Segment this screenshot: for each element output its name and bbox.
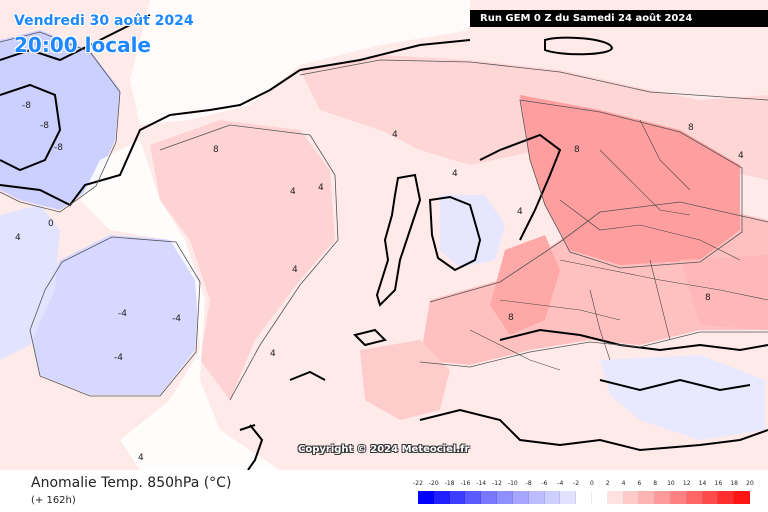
forecast-lead-time: (+ 162h) bbox=[31, 495, 76, 506]
map-canvas: -8 -8 -8 0 4 8 4 4 8 4 4 -4 -4 -4 4 4 8 … bbox=[0, 0, 768, 470]
legend-label: 16 bbox=[714, 480, 723, 487]
contour-lines bbox=[0, 31, 768, 401]
map-title: Anomalie Temp. 850hPa (°C) bbox=[31, 475, 232, 491]
legend-swatch bbox=[623, 491, 640, 504]
contour-label: 4 bbox=[392, 130, 398, 140]
contour-label: 4 bbox=[290, 187, 296, 197]
legend-label: 12 bbox=[682, 480, 691, 487]
legend-swatch bbox=[607, 491, 624, 504]
contour-label: 8 bbox=[574, 145, 580, 155]
legend-label: 10 bbox=[667, 480, 675, 487]
legend-swatch bbox=[671, 491, 687, 504]
legend-label: 20 bbox=[746, 480, 754, 487]
legend-swatch bbox=[576, 491, 592, 504]
neutral-band-north bbox=[130, 0, 470, 125]
forecast-time: 20:00 locale bbox=[14, 33, 151, 57]
neutral-band bbox=[80, 140, 280, 470]
legend-swatch bbox=[655, 491, 671, 504]
warm-region-north-atlantic bbox=[150, 120, 335, 400]
legend-label: -16 bbox=[460, 480, 471, 487]
warm-region-central-europe bbox=[490, 235, 560, 335]
legend-label: 8 bbox=[653, 480, 658, 487]
legend-swatch bbox=[560, 491, 577, 504]
contour-label: 8 bbox=[508, 313, 514, 323]
cold-region-west bbox=[0, 205, 60, 360]
legend-bar bbox=[418, 491, 751, 504]
cold-region-uk bbox=[440, 195, 505, 268]
legend-label: 18 bbox=[730, 480, 739, 487]
contour-label: 4 bbox=[738, 151, 744, 161]
contour-label: 8 bbox=[213, 145, 219, 155]
legend-label: -10 bbox=[507, 480, 518, 487]
legend-label: 0 bbox=[589, 480, 594, 487]
legend-label: -14 bbox=[476, 480, 487, 487]
copyright-notice: Copyright © 2024 Meteociel.fr bbox=[298, 444, 470, 455]
legend-label: -22 bbox=[413, 480, 423, 487]
legend-swatch bbox=[686, 491, 703, 504]
color-legend: -22 -20 -18 -16 -14 -12 -10 -8 -6 -4 -2 0 2 4 6 8 10 12 14… bbox=[413, 480, 754, 504]
model-run-banner: Run GEM 0 Z du Samedi 24 août 2024 bbox=[470, 10, 768, 27]
legend-labels: -22 -20 -18 -16 -14 -12 -10 -8 -6 -4 -2 0 2 4 6 8 10 12 14… bbox=[413, 480, 754, 490]
legend-swatch bbox=[591, 491, 608, 504]
cold-region-atlantic bbox=[30, 235, 200, 395]
legend-label: 4 bbox=[621, 480, 626, 487]
contour-label: -4 bbox=[172, 314, 181, 324]
contour-label: 4 bbox=[270, 349, 276, 359]
legend-swatch bbox=[497, 491, 513, 504]
legend-swatch bbox=[702, 491, 719, 504]
legend-swatch bbox=[639, 491, 656, 504]
footer: Anomalie Temp. 850hPa (°C) (+ 162h) -22-… bbox=[0, 470, 768, 512]
forecast-date: Vendredi 30 août 2024 bbox=[14, 13, 194, 29]
legend-swatch bbox=[433, 491, 450, 504]
legend-swatch bbox=[734, 491, 751, 504]
cold-region-mediterranean bbox=[600, 355, 765, 440]
contour-label: -8 bbox=[22, 101, 31, 111]
contour-label: 4 bbox=[452, 169, 458, 179]
legend-label: -8 bbox=[525, 480, 532, 487]
legend-label: -6 bbox=[541, 480, 548, 487]
contour-label: 4 bbox=[15, 233, 21, 243]
coastlines bbox=[0, 14, 768, 470]
legend-label: 6 bbox=[637, 480, 642, 487]
warm-region-iberia bbox=[360, 340, 450, 420]
weather-map: -8 -8 -8 0 4 8 4 4 8 4 4 -4 -4 -4 4 4 8 … bbox=[0, 0, 768, 470]
legend-swatch bbox=[481, 491, 498, 504]
legend-label: -12 bbox=[492, 480, 502, 487]
legend-swatch bbox=[465, 491, 482, 504]
legend-label: -20 bbox=[428, 480, 439, 487]
contour-label: 4 bbox=[318, 183, 324, 193]
contour-label: -8 bbox=[40, 121, 49, 131]
contour-labels: -8 -8 -8 0 4 8 4 4 8 4 4 -4 -4 -4 4 4 8 … bbox=[15, 101, 744, 463]
contour-label: -8 bbox=[54, 143, 63, 153]
legend-label: -2 bbox=[573, 480, 580, 487]
legend-swatch bbox=[718, 491, 735, 504]
legend-label: -18 bbox=[444, 480, 455, 487]
legend-label: 14 bbox=[698, 480, 707, 487]
legend-swatch bbox=[544, 491, 561, 504]
legend-label: 2 bbox=[605, 480, 610, 487]
legend-swatch bbox=[528, 491, 545, 504]
legend-swatch bbox=[512, 491, 529, 504]
contour-label: 4 bbox=[517, 207, 523, 217]
contour-label: 8 bbox=[705, 293, 711, 303]
legend-swatch bbox=[449, 491, 466, 504]
contour-label: 4 bbox=[138, 453, 144, 463]
warm-region-east bbox=[680, 255, 768, 330]
country-borders bbox=[469, 119, 768, 371]
contour-label: 8 bbox=[688, 123, 694, 133]
contour-label: 0 bbox=[48, 219, 54, 229]
legend-swatch bbox=[418, 491, 434, 504]
contour-label: -4 bbox=[114, 353, 123, 363]
legend-label: -4 bbox=[557, 480, 564, 487]
contour-label: 4 bbox=[292, 265, 298, 275]
contour-label: -4 bbox=[118, 309, 127, 319]
